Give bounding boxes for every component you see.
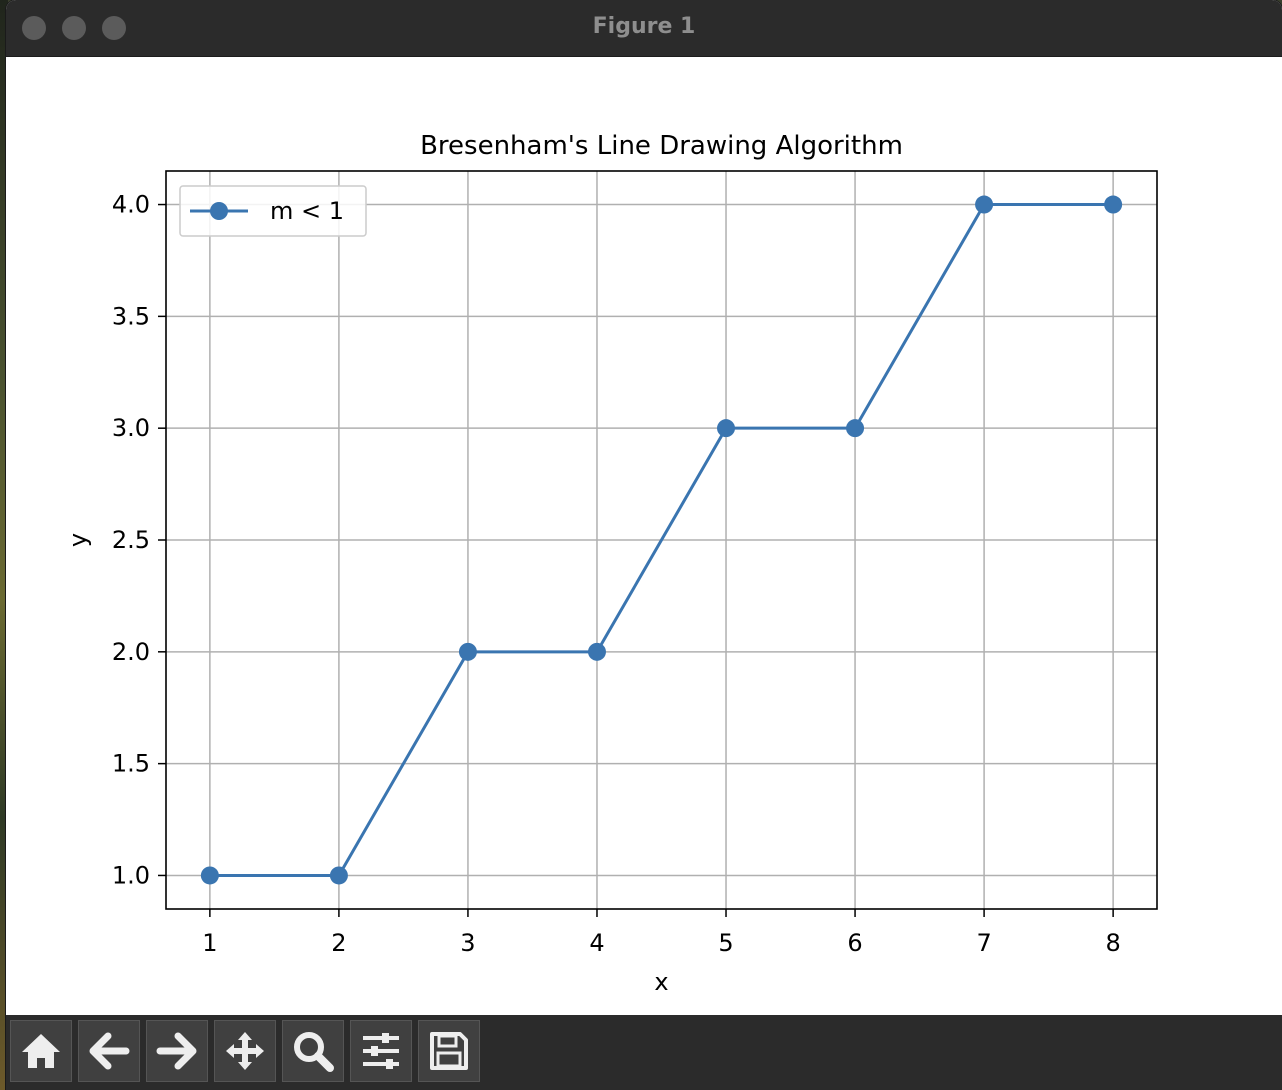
- y-tick-label: 1.5: [112, 750, 150, 778]
- line-chart: 1 2 3 4 5 6 7 8 1.0 1.5 2.0 2.5 3.0 3.5 4.0 Bresenham'…: [6, 57, 1282, 1015]
- y-tick-label: 4.0: [112, 191, 150, 219]
- navigation-toolbar: [6, 1015, 1282, 1090]
- x-tick-label: 3: [460, 929, 475, 957]
- figure-window: Figure 1 1 2 3 4 5 6 7 8 1.0 1.5 2.0 2.5 3.0 3.5 4.0 B…: [6, 0, 1282, 1090]
- grid-lines: [166, 171, 1157, 909]
- axis-ticks: 1 2 3 4 5 6 7 8 1.0 1.5 2.0 2.5 3.0 3.5 4.0: [112, 191, 1121, 957]
- sliders-icon: [363, 1033, 399, 1069]
- floppy-disk-icon: [430, 1032, 468, 1070]
- arrow-right-icon: [156, 1032, 197, 1070]
- legend: m < 1: [179, 185, 367, 237]
- y-tick-label: 3.5: [112, 302, 150, 330]
- home-button[interactable]: [10, 1020, 72, 1082]
- desktop-background: [0, 0, 8, 1090]
- x-tick-label: 8: [1105, 929, 1120, 957]
- zoom-window-button[interactable]: [102, 16, 126, 40]
- save-button[interactable]: [418, 1020, 480, 1082]
- x-tick-label: 2: [331, 929, 346, 957]
- data-point: [200, 866, 219, 885]
- pan-button[interactable]: [214, 1020, 276, 1082]
- data-point: [975, 195, 994, 214]
- configure-subplots-button[interactable]: [350, 1020, 412, 1082]
- figure-canvas: 1 2 3 4 5 6 7 8 1.0 1.5 2.0 2.5 3.0 3.5 4.0 Bresenham'…: [6, 57, 1282, 1015]
- data-point: [458, 642, 477, 661]
- title-bar[interactable]: Figure 1: [6, 0, 1282, 57]
- x-axis-label: x: [654, 968, 668, 996]
- data-point: [587, 642, 606, 661]
- x-tick-label: 5: [718, 929, 733, 957]
- series-m-lt-1: [200, 195, 1123, 885]
- data-point: [1104, 195, 1123, 214]
- legend-marker-swatch: [210, 202, 228, 220]
- magnifier-icon: [294, 1032, 334, 1072]
- y-axis-label: y: [64, 533, 92, 547]
- x-tick-label: 4: [589, 929, 604, 957]
- y-tick-label: 2.5: [112, 526, 150, 554]
- y-tick-label: 1.0: [112, 861, 150, 889]
- data-point: [329, 866, 348, 885]
- back-button[interactable]: [78, 1020, 140, 1082]
- legend-box: [179, 185, 367, 237]
- minimize-window-button[interactable]: [62, 16, 86, 40]
- data-point: [717, 419, 736, 438]
- home-icon: [22, 1034, 60, 1068]
- x-tick-label: 6: [847, 929, 862, 957]
- series-line: [209, 203, 1114, 877]
- x-tick-label: 7: [976, 929, 991, 957]
- close-window-button[interactable]: [22, 16, 46, 40]
- legend-label: m < 1: [270, 197, 344, 225]
- chart-title: Bresenham's Line Drawing Algorithm: [420, 131, 903, 161]
- data-point: [846, 419, 865, 438]
- x-tick-label: 1: [202, 929, 217, 957]
- arrow-left-icon: [89, 1032, 130, 1070]
- y-tick-label: 3.0: [112, 414, 150, 442]
- zoom-button[interactable]: [282, 1020, 344, 1082]
- forward-button[interactable]: [146, 1020, 208, 1082]
- y-tick-label: 2.0: [112, 638, 150, 666]
- move-icon: [226, 1032, 264, 1070]
- window-title: Figure 1: [592, 14, 696, 39]
